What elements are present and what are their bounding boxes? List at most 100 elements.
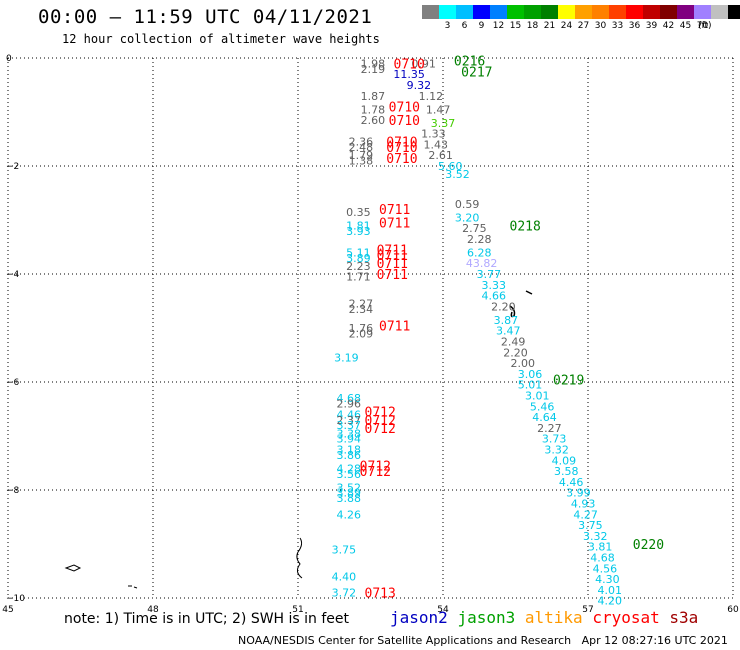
wave-height-label: 5.01 <box>518 379 543 392</box>
color-scale-swatch <box>439 5 456 19</box>
pass-time-label: 0711 <box>377 257 408 272</box>
wave-height-label: 1.79 <box>349 149 374 162</box>
color-scale-swatch <box>456 5 473 19</box>
color-scale-swatch <box>660 5 677 19</box>
y-tick-label: −6 <box>6 378 20 388</box>
wave-height-label: 3.81 <box>588 541 613 554</box>
wave-height-label: 4.66 <box>482 290 507 303</box>
pass-time-label: 0220 <box>633 538 664 553</box>
pass-time-label: 0710 <box>386 136 417 151</box>
pass-time-label: 0216 <box>454 55 485 70</box>
color-scale-swatch <box>592 5 609 19</box>
wave-height-label: 9.32 <box>407 79 432 92</box>
wave-height-label: 3.37 <box>431 117 456 130</box>
wave-height-label: 3.77 <box>477 268 502 281</box>
legend-jason3: jason3 <box>457 608 525 627</box>
wave-height-label: 2.20 <box>503 346 528 359</box>
wave-height-label: 2.37 <box>337 414 362 427</box>
pass-time-label: 0711 <box>377 268 408 283</box>
coastline-fragment <box>64 564 82 572</box>
color-scale-swatch <box>490 5 507 19</box>
x-tick-label: 51 <box>292 605 303 615</box>
wave-height-label: 2.27 <box>349 298 374 311</box>
color-scale-swatch <box>643 5 660 19</box>
wave-height-label: 1.12 <box>419 90 444 103</box>
wave-height-label: 3.89 <box>346 252 371 265</box>
wave-height-label: 4.56 <box>593 562 618 575</box>
wave-height-label: 1.87 <box>361 90 386 103</box>
y-tick-label: 0 <box>6 54 12 64</box>
x-tick-label: 57 <box>582 605 593 615</box>
pass-time-label: 0713 <box>365 587 396 602</box>
wave-height-label: 5.60 <box>438 160 463 173</box>
wave-height-label: 43.82 <box>466 257 498 270</box>
y-tick-label: −2 <box>6 162 19 172</box>
wave-height-label: 4.28 <box>337 462 362 475</box>
pass-time-label: 0711 <box>377 244 408 259</box>
wave-height-label: 3.99 <box>566 487 591 500</box>
y-tick-label: −10 <box>6 594 25 604</box>
wave-height-label: 2.23 <box>346 260 371 273</box>
wave-height-label: 2.48 <box>349 141 374 154</box>
color-scale-swatch <box>473 5 490 19</box>
wave-height-label: 3.94 <box>337 433 362 446</box>
wave-height-label: 3.33 <box>482 279 507 292</box>
wave-height-label: 3.01 <box>525 390 550 403</box>
wave-height-label: 1.33 <box>421 128 446 141</box>
wave-height-label: 3.52 <box>445 168 470 181</box>
legend-s3a: s3a <box>669 608 699 627</box>
footer-credit: NOAA/NESDIS Center for Satellite Applica… <box>238 634 728 647</box>
color-scale-label: 70 <box>696 21 709 31</box>
wave-height-label: 5.11 <box>346 246 371 259</box>
wave-height-label: 3.75 <box>578 519 603 532</box>
wave-height-label: 2.75 <box>462 222 487 235</box>
wave-height-label: 3.38 <box>337 427 362 440</box>
island-marker <box>525 290 533 295</box>
wave-height-label: 4.46 <box>559 476 584 489</box>
color-scale-swatch <box>626 5 643 19</box>
color-scale-swatch <box>609 5 626 19</box>
coastline-fragment <box>128 585 138 589</box>
color-scale-swatch <box>677 5 694 19</box>
wave-height-label: 4.68 <box>337 392 362 405</box>
color-scale-label: 12 <box>492 21 505 31</box>
wave-height-label: 4.27 <box>573 508 598 521</box>
color-scale-label: 21 <box>543 21 556 31</box>
y-tick-label: −8 <box>6 486 20 496</box>
wave-height-label: 2.36 <box>349 136 374 149</box>
wave-height-label: 3.52 <box>337 481 362 494</box>
wave-height-label: 1.98 <box>361 57 386 70</box>
color-scale-label: 39 <box>645 21 658 31</box>
wave-height-label: 3.32 <box>583 530 608 543</box>
color-scale-swatch <box>711 5 728 19</box>
pass-time-label: 0711 <box>379 217 410 232</box>
pass-time-label: 0219 <box>553 373 584 388</box>
wave-height-label: 3.56 <box>337 468 362 481</box>
wave-height-label: 4.09 <box>552 454 577 467</box>
color-scale-swatch <box>422 5 439 19</box>
wave-height-label: 0.59 <box>455 198 480 211</box>
wave-height-label: 3.37 <box>337 419 362 432</box>
color-scale-label: 15 <box>509 21 522 31</box>
color-scale-label: 27 <box>577 21 590 31</box>
wave-height-label: 2.60 <box>361 114 386 127</box>
color-scale-label: 6 <box>461 21 468 31</box>
wave-height-label: 3.86 <box>337 449 362 462</box>
wave-height-label: 4.93 <box>571 498 596 511</box>
pass-time-label: 0712 <box>365 422 396 437</box>
wave-height-label: 3.19 <box>334 352 359 365</box>
wave-height-label: 3.58 <box>554 465 579 478</box>
wave-height-label: 3.75 <box>332 543 357 556</box>
wave-height-label: 3.20 <box>455 211 480 224</box>
color-scale-label: 24 <box>560 21 573 31</box>
wave-height-label: 1.78 <box>361 103 386 116</box>
x-tick-label: 54 <box>437 605 449 615</box>
color-scale-label: 3 <box>444 21 451 31</box>
wave-height-label: 2.28 <box>467 233 492 246</box>
wave-height-label: 0.35 <box>346 206 371 219</box>
color-scale-label: 45 <box>679 21 692 31</box>
coastline-fragment <box>296 537 303 579</box>
pass-time-label: 0710 <box>394 57 425 72</box>
wave-height-label: 2.34 <box>349 303 374 316</box>
